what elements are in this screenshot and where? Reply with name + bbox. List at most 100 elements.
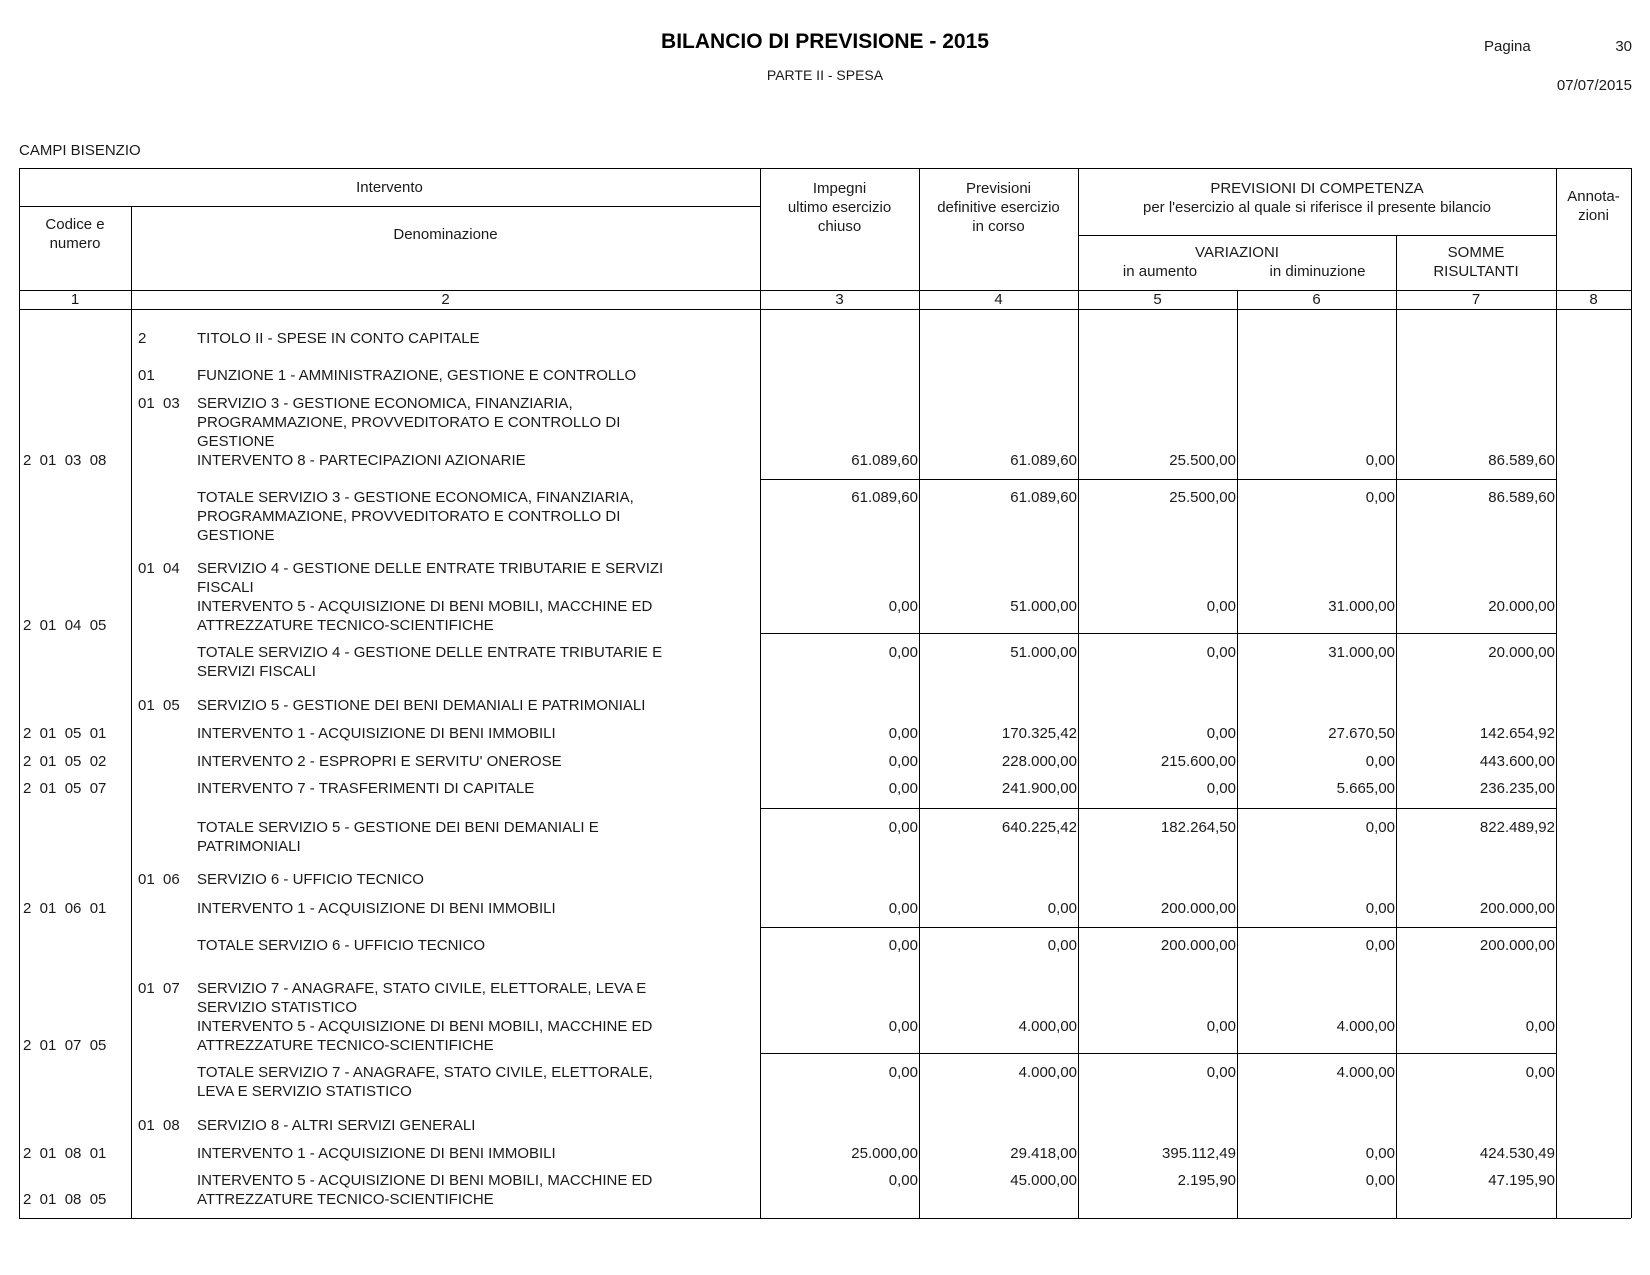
row-value-col3: 61.089,60 <box>851 489 918 506</box>
row-description: SERVIZIO 7 - ANAGRAFE, STATO CIVILE, ELE… <box>197 980 647 1016</box>
column-divider <box>919 168 920 1218</box>
row-value-col4: 45.000,00 <box>1010 1172 1077 1189</box>
total-separator <box>760 479 1556 480</box>
row-value-col7: 47.195,90 <box>1488 1172 1555 1189</box>
row-value-col5: 0,00 <box>1206 1018 1236 1035</box>
row-value-col7: 443.600,00 <box>1479 753 1555 770</box>
row-value-col4: 640.225,42 <box>1001 819 1077 836</box>
row-description: TOTALE SERVIZIO 3 - GESTIONE ECONOMICA, … <box>197 489 634 544</box>
row-value-col5: 395.112,49 <box>1162 1145 1236 1162</box>
row-value-col5: 0,00 <box>1206 1064 1236 1081</box>
row-value-col4: 61.089,60 <box>1010 452 1077 469</box>
row-value-col4: 51.000,00 <box>1010 598 1077 615</box>
row-value-col5: 0,00 <box>1206 598 1236 615</box>
column-number: 6 <box>1312 291 1321 308</box>
row-value-col4: 29.418,00 <box>1010 1145 1077 1162</box>
row-value-col3: 0,00 <box>888 1018 918 1035</box>
row-code: 2 01 08 01 <box>23 1145 107 1162</box>
row-code: 2 01 06 01 <box>23 900 107 917</box>
column-number: 4 <box>994 291 1003 308</box>
row-value-col4: 4.000,00 <box>1018 1064 1077 1081</box>
row-value-col4: 0,00 <box>1047 900 1077 917</box>
row-value-col5: 2.195,90 <box>1177 1172 1236 1189</box>
row-code: 2 01 05 01 <box>23 725 107 742</box>
row-value-col7: 86.589,60 <box>1488 489 1555 506</box>
row-subcode: 01 <box>138 367 155 384</box>
column-divider <box>1396 235 1397 1218</box>
table-border-top <box>19 168 1631 169</box>
row-subcode: 01 04 <box>138 560 180 577</box>
row-value-col3: 0,00 <box>888 725 918 742</box>
row-value-col7: 20.000,00 <box>1488 598 1555 615</box>
row-value-col6: 0,00 <box>1365 1172 1395 1189</box>
column-number: 1 <box>70 291 80 308</box>
row-code: 2 01 03 08 <box>23 452 107 469</box>
row-value-col4: 4.000,00 <box>1018 1018 1077 1035</box>
row-value-col4: 51.000,00 <box>1010 644 1077 661</box>
row-value-col5: 0,00 <box>1206 644 1236 661</box>
row-description: FUNZIONE 1 - AMMINISTRAZIONE, GESTIONE E… <box>197 367 637 384</box>
row-description: SERVIZIO 3 - GESTIONE ECONOMICA, FINANZI… <box>197 395 621 450</box>
row-value-col3: 0,00 <box>888 900 918 917</box>
row-value-col3: 0,00 <box>888 1172 918 1189</box>
header-codice: Codice e numero <box>45 216 105 252</box>
row-description: INTERVENTO 1 - ACQUISIZIONE DI BENI IMMO… <box>197 725 556 742</box>
header-divider <box>19 309 1631 310</box>
table-border-bottom <box>19 1218 1631 1219</box>
header-in-diminuzione: in diminuzione <box>1269 263 1366 280</box>
table-border-left <box>19 168 20 1218</box>
row-value-col6: 0,00 <box>1365 937 1395 954</box>
row-subcode: 01 08 <box>138 1117 180 1134</box>
row-value-col3: 61.089,60 <box>851 452 918 469</box>
header-denominazione: Denominazione <box>393 226 498 243</box>
row-value-col6: 31.000,00 <box>1328 598 1395 615</box>
column-number: 8 <box>1589 291 1598 308</box>
row-value-col7: 0,00 <box>1525 1064 1555 1081</box>
page-label: Pagina <box>1484 38 1531 55</box>
row-subcode: 01 03 <box>138 395 180 412</box>
row-value-col7: 200.000,00 <box>1479 900 1555 917</box>
row-subcode: 2 <box>138 330 147 347</box>
row-description: TOTALE SERVIZIO 7 - ANAGRAFE, STATO CIVI… <box>197 1064 653 1100</box>
row-value-col3: 0,00 <box>888 819 918 836</box>
header-intervento: Intervento <box>356 179 423 196</box>
row-code: 2 01 07 05 <box>23 1037 107 1054</box>
row-value-col5: 200.000,00 <box>1160 900 1236 917</box>
row-value-col7: 86.589,60 <box>1488 452 1555 469</box>
column-divider <box>760 168 761 1218</box>
row-code: 2 01 05 07 <box>23 780 107 797</box>
row-description: INTERVENTO 1 - ACQUISIZIONE DI BENI IMMO… <box>197 900 556 917</box>
row-subcode: 01 07 <box>138 980 180 997</box>
row-description: INTERVENTO 5 - ACQUISIZIONE DI BENI MOBI… <box>197 598 653 634</box>
row-description: INTERVENTO 7 - TRASFERIMENTI DI CAPITALE <box>197 780 535 797</box>
row-value-col6: 0,00 <box>1365 753 1395 770</box>
row-value-col6: 4.000,00 <box>1336 1064 1395 1081</box>
total-separator <box>760 1053 1556 1054</box>
column-divider <box>131 206 132 1218</box>
row-value-col5: 0,00 <box>1206 780 1236 797</box>
row-value-col4: 61.089,60 <box>1010 489 1077 506</box>
total-separator <box>760 633 1556 634</box>
row-subcode: 01 06 <box>138 871 180 888</box>
report-title: BILANCIO DI PREVISIONE - 2015 <box>661 30 989 53</box>
entity-name: CAMPI BISENZIO <box>19 142 141 159</box>
row-value-col5: 200.000,00 <box>1160 937 1236 954</box>
row-description: TOTALE SERVIZIO 5 - GESTIONE DEI BENI DE… <box>197 819 599 855</box>
header-previsioni-competenza: PREVISIONI DI COMPETENZA per l'esercizio… <box>1142 180 1492 216</box>
row-value-col6: 0,00 <box>1365 489 1395 506</box>
total-separator <box>760 927 1556 928</box>
header-divider <box>1078 235 1556 236</box>
row-description: INTERVENTO 1 - ACQUISIZIONE DI BENI IMMO… <box>197 1145 556 1162</box>
row-value-col3: 25.000,00 <box>851 1145 918 1162</box>
row-description: TITOLO II - SPESE IN CONTO CAPITALE <box>197 330 480 347</box>
row-code: 2 01 05 02 <box>23 753 107 770</box>
row-value-col7: 0,00 <box>1525 1018 1555 1035</box>
header-somme-risultanti: SOMME RISULTANTI <box>1433 244 1519 280</box>
row-value-col3: 0,00 <box>888 753 918 770</box>
column-number: 3 <box>835 291 844 308</box>
row-value-col4: 0,00 <box>1047 937 1077 954</box>
column-divider <box>1237 290 1238 1218</box>
row-value-col6: 0,00 <box>1365 452 1395 469</box>
row-description: SERVIZIO 8 - ALTRI SERVIZI GENERALI <box>197 1117 476 1134</box>
row-value-col7: 236.235,00 <box>1479 780 1555 797</box>
